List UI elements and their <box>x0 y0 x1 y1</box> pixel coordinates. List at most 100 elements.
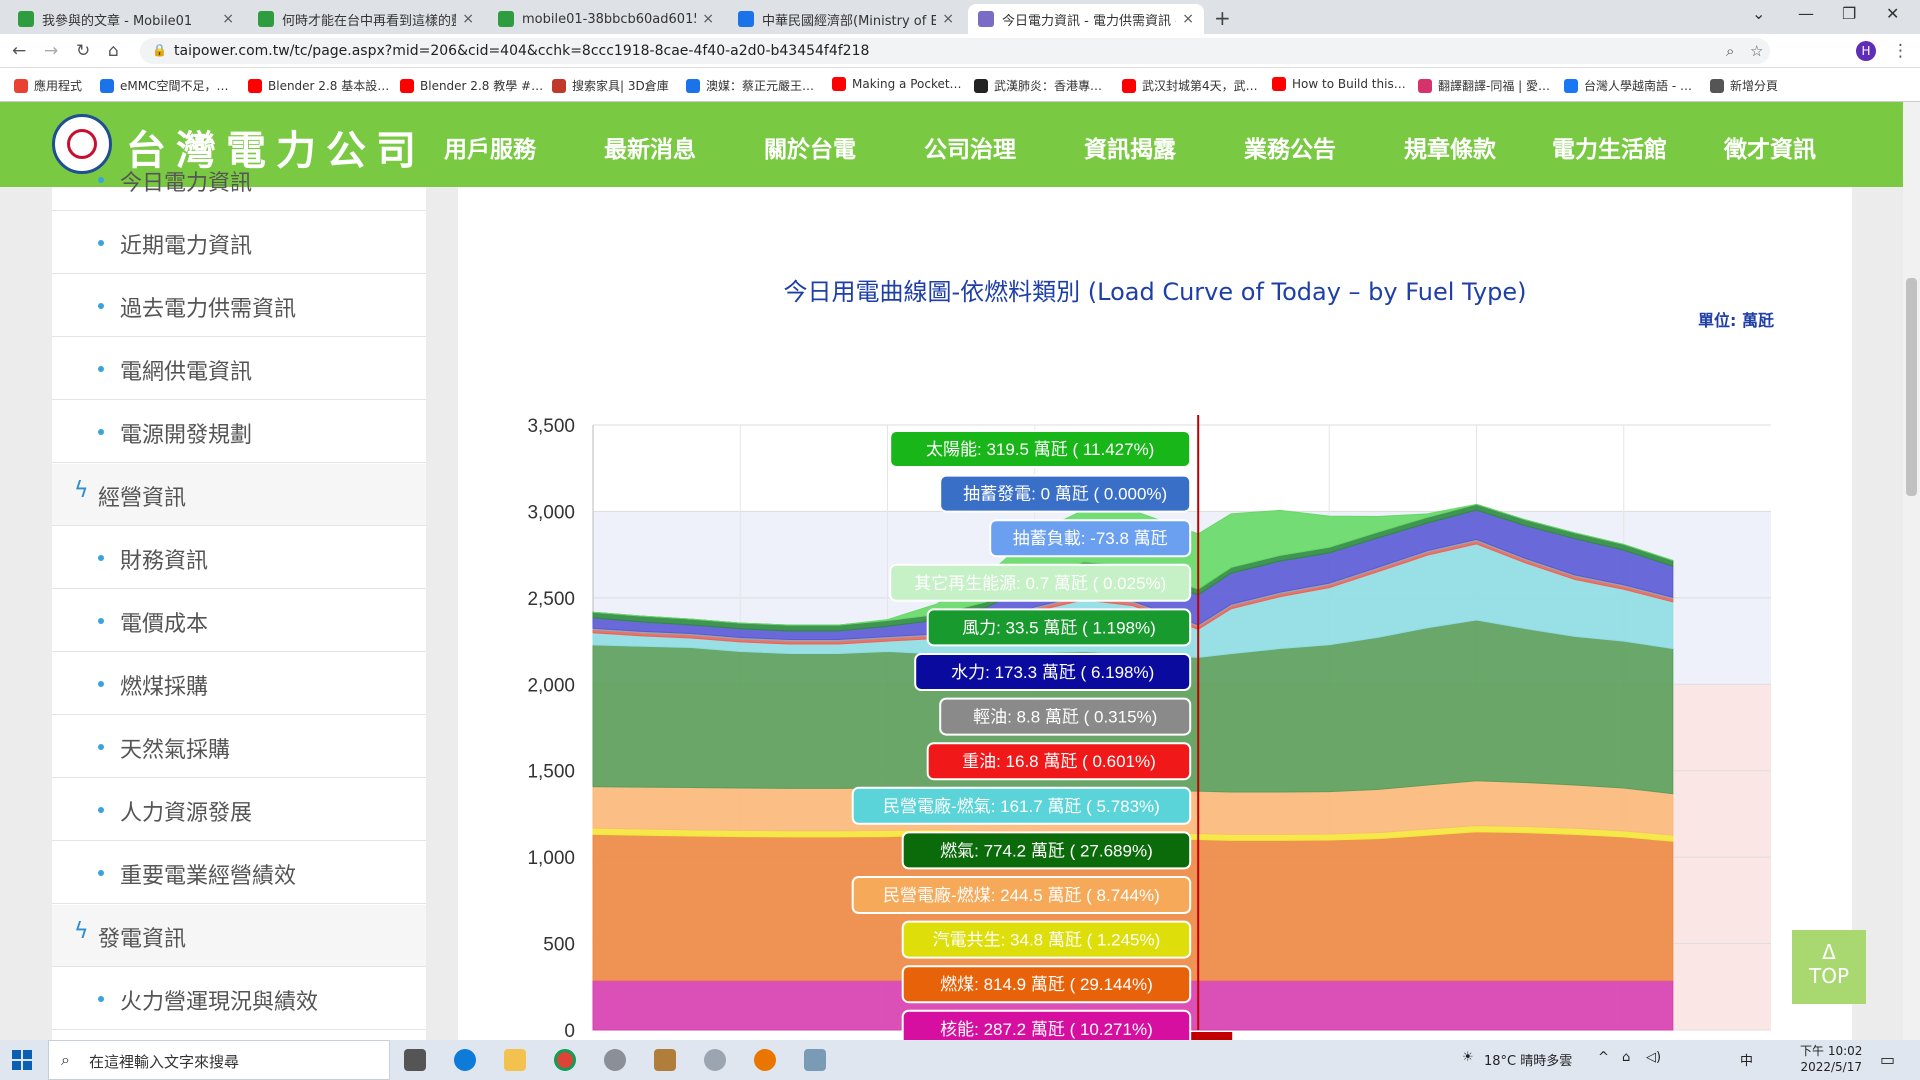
browser-tab[interactable]: 我參與的文章 - Mobile01 × <box>8 4 244 34</box>
tab-close-icon[interactable]: × <box>942 11 954 27</box>
forward-icon[interactable]: → <box>44 41 59 61</box>
bookmark-item[interactable]: 武漢肺炎：香港專… <box>974 77 1102 94</box>
sidebar-item[interactable]: 火力營運現況與績效 <box>52 968 426 1030</box>
tab-close-icon[interactable]: × <box>1182 11 1194 27</box>
nav-menu-item[interactable]: 資訊揭露 <box>1084 137 1176 163</box>
browser-tab[interactable]: 何時才能在台中再看到這樣的藍天 × <box>248 4 484 34</box>
sidebar-item[interactable]: 今日電力資訊 <box>52 149 426 211</box>
bookmark-item[interactable]: 武汉封城第4天，武… <box>1122 77 1258 94</box>
sidebar-item[interactable]: 天然氣採購 <box>52 716 426 778</box>
nav-menu-item[interactable]: 徵才資訊 <box>1724 137 1816 163</box>
nav-menu-item[interactable]: 最新消息 <box>604 137 696 163</box>
tab-search-icon[interactable]: ⌄ <box>1752 4 1766 23</box>
nav-menu-item[interactable]: 業務公告 <box>1244 137 1336 163</box>
bookmark-item[interactable]: Blender 2.8 基本設… <box>248 77 389 94</box>
bookmark-item[interactable]: 搜索家具| 3D倉庫 <box>552 77 669 94</box>
bookmark-item[interactable]: How to Build this… <box>1272 77 1406 91</box>
windows-start-icon[interactable] <box>12 1050 32 1070</box>
close-window-icon[interactable]: ✕ <box>1886 4 1900 23</box>
site-logo-text[interactable]: 台灣電力公司 <box>126 127 426 174</box>
taskbar-search-box[interactable]: ⌕ 在這裡輸入文字來搜尋 <box>48 1040 390 1080</box>
bookmark-favicon-icon <box>1710 78 1724 93</box>
app-icon-4[interactable] <box>804 1049 826 1071</box>
tooltip-box <box>989 519 1192 558</box>
sidebar-item-label: 電源開發規劃 <box>120 423 253 448</box>
sidebar-item[interactable]: 近期電力資訊 <box>52 212 426 274</box>
nav-menu-item[interactable]: 規章條款 <box>1404 137 1496 163</box>
bookmark-item[interactable]: 應用程式 <box>14 77 82 94</box>
tooltip-box <box>901 920 1192 959</box>
chrome-icon[interactable] <box>554 1049 576 1071</box>
tooltip-box <box>926 608 1192 647</box>
bookmark-item[interactable]: eMMC空間不足，… <box>100 77 228 94</box>
url-bar[interactable]: 🔒 taipower.com.tw/tc/page.aspx?mid=206&c… <box>140 38 1770 64</box>
scrollbar-thumb[interactable] <box>1906 278 1917 496</box>
browser-tab[interactable]: 今日電力資訊 - 電力供需資訊 - 台 × <box>968 4 1204 34</box>
browser-menu-icon[interactable]: ⋮ <box>1892 41 1909 61</box>
bookmark-item[interactable]: Making a Pocket… <box>832 77 962 91</box>
zoom-icon[interactable]: ⌕ <box>1726 42 1735 60</box>
tab-close-icon[interactable]: × <box>702 11 714 27</box>
app-icon-1[interactable] <box>604 1049 626 1071</box>
bookmark-item[interactable]: 新增分頁 <box>1710 77 1778 94</box>
sidebar-item[interactable]: 燃煤採購 <box>52 653 426 715</box>
weather-icon[interactable]: ☀ <box>1462 1050 1474 1065</box>
back-to-top-button[interactable]: Δ TOP <box>1792 930 1866 1004</box>
bookmark-star-icon[interactable]: ☆ <box>1750 42 1764 60</box>
bookmark-item[interactable]: 澳媒：蔡正元嚴王… <box>686 77 814 94</box>
restore-icon[interactable]: ❐ <box>1842 4 1857 23</box>
tooltip-text: 抽蓄負載: -73.8 萬瓩 <box>1013 529 1168 548</box>
tab-close-icon[interactable]: × <box>222 11 234 27</box>
sidebar-item[interactable]: 重要電業經營績效 <box>52 842 426 904</box>
bookmark-item[interactable]: Blender 2.8 教學 #… <box>400 77 543 94</box>
bookmark-item[interactable]: 翻譯翻譯-同福 | 愛… <box>1418 77 1550 94</box>
bookmark-label: 武漢肺炎：香港專… <box>994 79 1103 93</box>
tray-chevron-icon[interactable]: ^ <box>1598 1050 1609 1065</box>
weather-text[interactable]: 18°C 晴時多雲 <box>1484 1054 1573 1069</box>
search-placeholder[interactable]: 在這裡輸入文字來搜尋 <box>89 1053 240 1071</box>
browser-tab-strip: 我參與的文章 - Mobile01×何時才能在台中再看到這樣的藍天×mobile… <box>0 0 1920 34</box>
new-tab-icon[interactable]: + <box>1214 6 1231 30</box>
sidebar-item[interactable]: 人力資源發展 <box>52 779 426 841</box>
system-clock[interactable]: 下午 10:02 2022/5/17 <box>1800 1043 1862 1075</box>
bookmark-label: 應用程式 <box>34 79 83 93</box>
edge-icon[interactable] <box>454 1049 476 1071</box>
nav-menu-item[interactable]: 用戶服務 <box>444 137 536 163</box>
home-icon[interactable]: ⌂ <box>108 41 119 61</box>
minimize-icon[interactable]: — <box>1798 4 1814 23</box>
bookmarks-bar: 應用程式 eMMC空間不足，… Blender 2.8 基本設… Blender 2.… <box>0 68 1920 102</box>
file-explorer-icon[interactable] <box>504 1049 526 1071</box>
browser-tab[interactable]: 中華民國經濟部(Ministry of Eco × <box>728 4 964 34</box>
ime-indicator[interactable]: 中 <box>1740 1054 1754 1069</box>
url-text[interactable]: taipower.com.tw/tc/page.aspx?mid=206&cid… <box>174 43 870 59</box>
bookmark-item[interactable]: 台灣人學越南語 - … <box>1564 77 1692 94</box>
volume-icon[interactable]: ◁) <box>1646 1050 1662 1065</box>
browser-tab[interactable]: mobile01-38bbcb60ad6015e1 × <box>488 4 724 34</box>
nav-menu-item[interactable]: 電力生活館 <box>1552 137 1667 163</box>
app-icon-3[interactable] <box>704 1049 726 1071</box>
back-icon[interactable]: ← <box>12 41 27 61</box>
nav-menu-item[interactable]: 公司治理 <box>924 137 1016 163</box>
sidebar-section-header[interactable]: ϟ 經營資訊 <box>52 464 426 526</box>
page-scrollbar[interactable] <box>1903 102 1920 1040</box>
sidebar-item[interactable]: 過去電力供需資訊 <box>52 275 426 337</box>
nav-menu-item[interactable]: 關於台電 <box>764 137 856 163</box>
sidebar-item[interactable]: 電價成本 <box>52 590 426 652</box>
reload-icon[interactable]: ↻ <box>76 41 91 61</box>
profile-avatar[interactable]: H <box>1856 41 1876 61</box>
task-view-icon[interactable] <box>404 1049 426 1071</box>
taipower-logo-icon[interactable] <box>52 114 112 174</box>
y-tick-label: 3,500 <box>527 416 575 437</box>
sidebar-item-label: 電價成本 <box>120 612 209 637</box>
notification-icon[interactable]: ▭ <box>1880 1050 1896 1069</box>
load-curve-chart[interactable]: 05001,0001,5002,0002,5003,0003,50003:000… <box>458 187 1852 1040</box>
app-icon-2[interactable] <box>654 1049 676 1071</box>
tab-close-icon[interactable]: × <box>462 11 474 27</box>
sidebar-item[interactable]: 財務資訊 <box>52 527 426 589</box>
sidebar-section-header[interactable]: ϟ 發電資訊 <box>52 905 426 967</box>
blender-icon[interactable] <box>754 1049 776 1071</box>
sidebar-item[interactable]: 電網供電資訊 <box>52 338 426 400</box>
sidebar-item[interactable]: 電源開發規劃 <box>52 401 426 463</box>
tab-title: mobile01-38bbcb60ad6015e1 <box>522 11 696 27</box>
network-icon[interactable]: ⌂ <box>1622 1050 1631 1065</box>
